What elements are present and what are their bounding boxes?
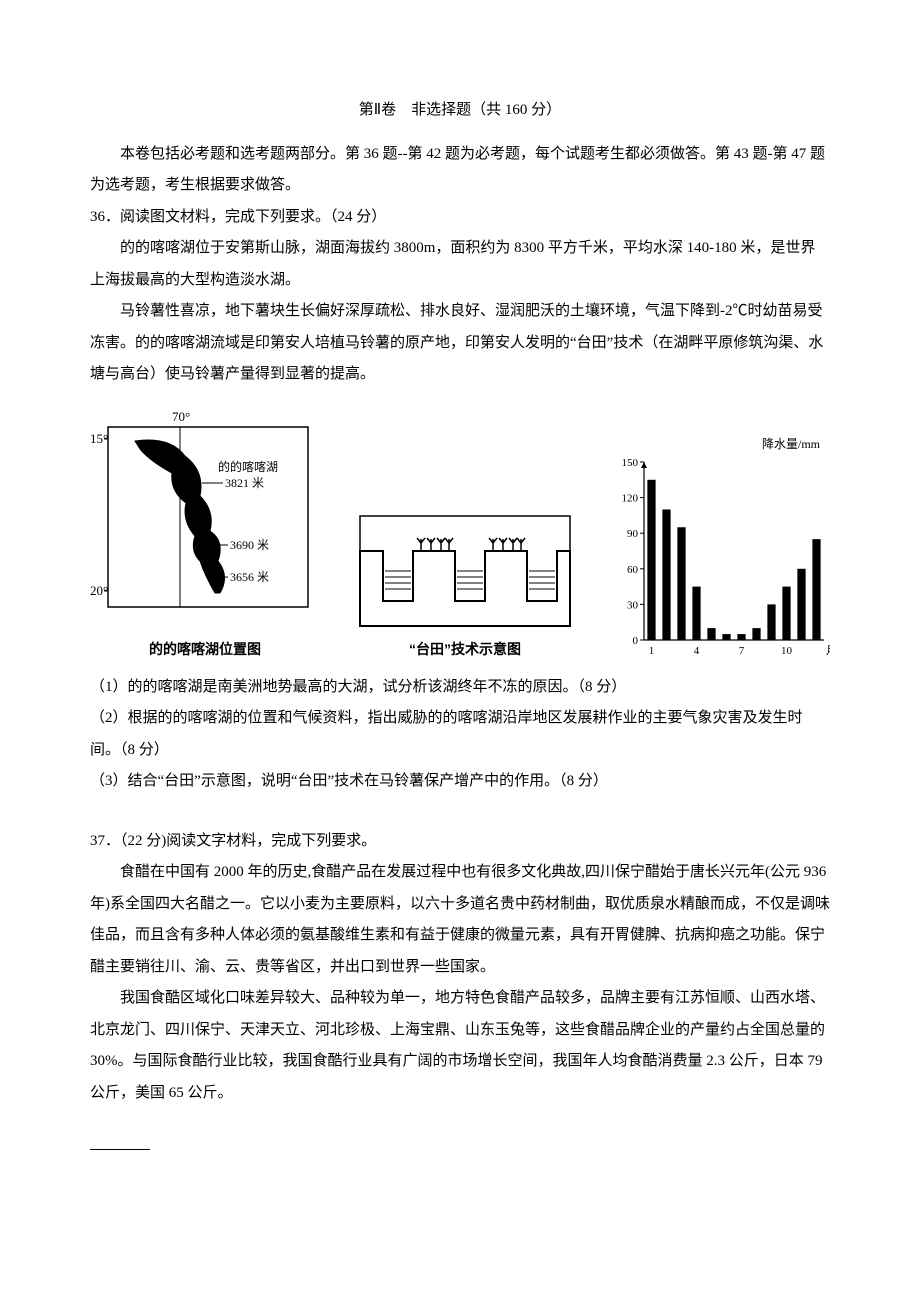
svg-text:降水量/mm: 降水量/mm xyxy=(762,437,821,451)
svg-text:10: 10 xyxy=(781,645,793,657)
lat-bot: 20° xyxy=(90,583,108,598)
elev-2: 3690 米 xyxy=(230,538,269,552)
q36-sub2: （2）根据的的喀喀湖的位置和气候资料，指出威胁的的喀喀湖沿岸地区发展耕作业的主要… xyxy=(90,703,830,766)
svg-text:0: 0 xyxy=(633,635,639,647)
map-figure: 70° 15° 20° 的的喀喀湖 3821 米 3690 米 3656 米 的… xyxy=(90,401,320,664)
map-svg: 70° 15° 20° 的的喀喀湖 3821 米 3690 米 3656 米 xyxy=(90,401,320,631)
q36-sub1: （1）的的喀喀湖是南美洲地势最高的大湖，试分析该湖终年不冻的原因。（8 分） xyxy=(90,672,830,704)
svg-text:150: 150 xyxy=(622,457,639,469)
q36-p2: 马铃薯性喜凉，地下薯块生长偏好深厚疏松、排水良好、湿润肥沃的土壤环境，气温下降到… xyxy=(90,296,830,391)
q37-stem: 37．（22 分)阅读文字材料，完成下列要求。 xyxy=(90,826,830,858)
bar-chart-figure: 降水量/mm 0 30 60 90 120 150 1 4 7 10 月份 xyxy=(610,434,830,664)
q37-p1: 食醋在中国有 2000 年的历史,食醋产品在发展过程中也有很多文化典故,四川保宁… xyxy=(90,857,830,983)
intro-paragraph: 本卷包括必考题和选考题两部分。第 36 题--第 42 题为必考题，每个试题考生… xyxy=(90,139,830,202)
lat-top: 15° xyxy=(90,431,108,446)
svg-text:月份: 月份 xyxy=(826,644,830,657)
bar-chart-svg: 降水量/mm 0 30 60 90 120 150 1 4 7 10 月份 xyxy=(610,434,830,664)
svg-text:120: 120 xyxy=(622,492,639,504)
svg-text:30: 30 xyxy=(627,599,639,611)
svg-text:1: 1 xyxy=(649,645,655,657)
q37-p2: 我国食酷区域化口味差异较大、品种较为单一，地方特色食醋产品较多，品牌主要有江苏恒… xyxy=(90,983,830,1109)
figure-row: 70° 15° 20° 的的喀喀湖 3821 米 3690 米 3656 米 的… xyxy=(90,401,830,664)
q36-p1: 的的喀喀湖位于安第斯山脉，湖面海拔约 3800m，面积约为 8300 平方千米，… xyxy=(90,233,830,296)
map-caption: 的的喀喀湖位置图 xyxy=(149,635,261,664)
svg-text:4: 4 xyxy=(694,645,700,657)
q36-stem: 36．阅读图文材料，完成下列要求。（24 分） xyxy=(90,202,830,234)
q36-sub3: （3）结合“台田”示意图，说明“台田”技术在马铃薯保产增产中的作用。（8 分） xyxy=(90,766,830,798)
platform-svg xyxy=(355,511,575,631)
exam-page: 第Ⅱ卷 非选择题（共 160 分） 本卷包括必考题和选考题两部分。第 36 题-… xyxy=(0,0,920,1190)
elev-1: 3821 米 xyxy=(225,476,264,490)
footnote-rule xyxy=(90,1149,150,1150)
svg-text:7: 7 xyxy=(739,645,745,657)
lake-name-label: 的的喀喀湖 xyxy=(218,459,278,474)
section-title: 第Ⅱ卷 非选择题（共 160 分） xyxy=(90,95,830,127)
svg-text:60: 60 xyxy=(627,564,639,576)
elev-3: 3656 米 xyxy=(230,570,269,584)
lon-label: 70° xyxy=(172,409,190,424)
svg-text:90: 90 xyxy=(627,528,639,540)
platform-caption: “台田”技术示意图 xyxy=(409,635,521,664)
platform-figure: “台田”技术示意图 xyxy=(355,511,575,664)
